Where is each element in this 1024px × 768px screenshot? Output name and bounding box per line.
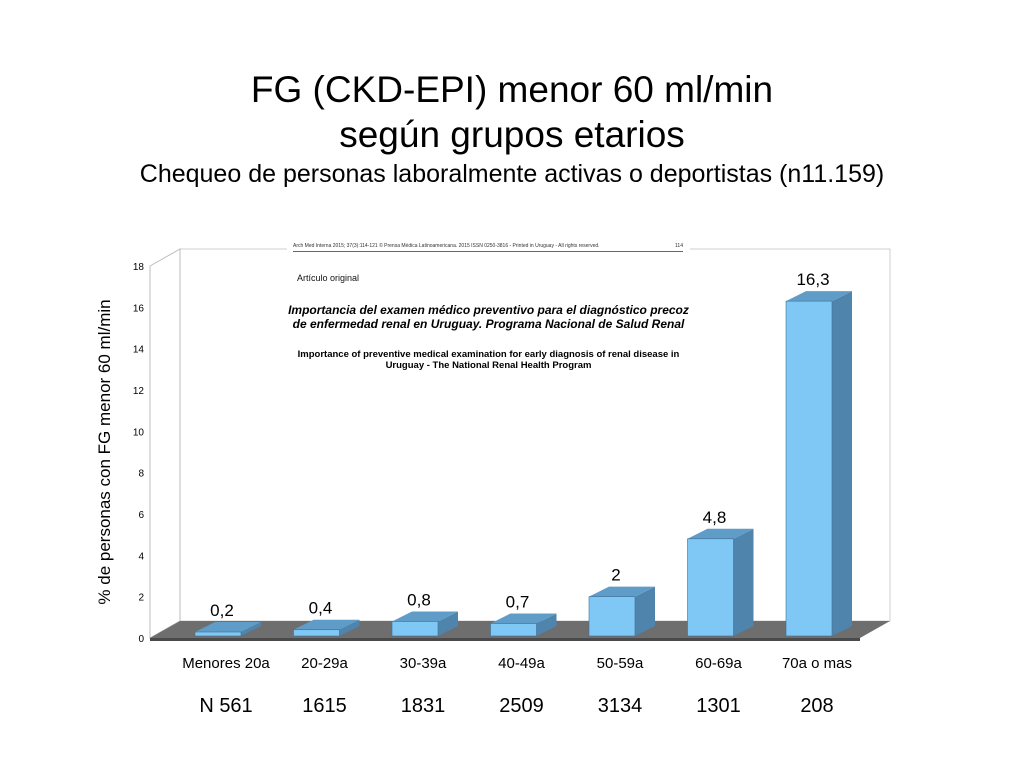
data-label: 4,8 bbox=[703, 508, 727, 527]
bar-top bbox=[687, 528, 754, 539]
article-type: Artículo original bbox=[297, 273, 360, 283]
data-label: 0,7 bbox=[506, 593, 530, 612]
chart-left-wall bbox=[149, 248, 181, 639]
y-tick-label: 16 bbox=[133, 303, 145, 314]
bar-side bbox=[339, 619, 360, 636]
n-label: 1301 bbox=[696, 695, 741, 717]
article-title-es: Importancia del examen médico preventivo… bbox=[288, 303, 689, 331]
x-tick-label: 70a o mas bbox=[782, 655, 852, 672]
bar-top bbox=[195, 622, 261, 632]
y-tick-label: 14 bbox=[133, 345, 145, 356]
x-tick-label: 60-69a bbox=[695, 655, 742, 672]
bar bbox=[785, 300, 833, 637]
article-header: Arch Med Interna 2015; 37(3):114-121 © P… bbox=[293, 243, 683, 252]
bar-side bbox=[635, 586, 655, 636]
y-tick-label: 0 bbox=[138, 634, 144, 645]
data-label: 16,3 bbox=[796, 270, 829, 289]
bar bbox=[588, 596, 636, 637]
data-label: 2 bbox=[611, 566, 620, 585]
chart-floor-edge bbox=[150, 638, 860, 641]
bar-top bbox=[293, 619, 360, 630]
y-axis-label: % de personas con FG menor 60 ml/min bbox=[95, 299, 114, 604]
bar bbox=[687, 538, 734, 637]
n-label: 208 bbox=[800, 695, 833, 717]
bar-side bbox=[832, 291, 852, 636]
y-tick-label: 6 bbox=[138, 510, 144, 521]
y-tick-label: 18 bbox=[133, 262, 145, 273]
chart-title-line2: según grupos etarios bbox=[339, 114, 685, 155]
data-label: 0,2 bbox=[210, 601, 234, 620]
bar bbox=[293, 629, 340, 637]
chart-subtitle: Chequeo de personas laboralmente activas… bbox=[139, 160, 885, 188]
article-page-number: 114 bbox=[675, 243, 683, 249]
x-tick-label: 20-29a bbox=[301, 655, 348, 672]
bar bbox=[490, 623, 537, 637]
bar-side bbox=[733, 528, 754, 636]
n-label: 3134 bbox=[598, 695, 643, 717]
bar-top bbox=[392, 611, 458, 622]
data-label: 0,8 bbox=[407, 590, 431, 609]
n-label: 1831 bbox=[401, 695, 446, 717]
n-label: 2509 bbox=[499, 695, 544, 717]
bar-side bbox=[438, 611, 458, 636]
y-tick-label: 12 bbox=[133, 386, 145, 397]
bar bbox=[391, 621, 439, 637]
article-inset: Arch Med Interna 2015; 37(3):114-121 © P… bbox=[287, 241, 690, 381]
bar bbox=[194, 631, 242, 637]
y-tick-label: 4 bbox=[138, 551, 144, 562]
bar-side bbox=[536, 613, 557, 636]
x-tick-label: Menores 20a bbox=[182, 655, 270, 672]
x-tick-label: 30-39a bbox=[400, 655, 447, 672]
x-tick-label: 40-49a bbox=[498, 655, 545, 672]
bar-side bbox=[241, 622, 261, 636]
n-label: N 561 bbox=[199, 695, 252, 717]
bar-top bbox=[490, 613, 557, 624]
bar-top bbox=[786, 291, 852, 302]
article-title-en: Importance of preventive medical examina… bbox=[297, 349, 680, 371]
y-tick-label: 10 bbox=[133, 427, 145, 438]
n-label: 1615 bbox=[302, 695, 347, 717]
chart-title-line1: FG (CKD-EPI) menor 60 ml/min bbox=[250, 69, 774, 110]
data-label: 0,4 bbox=[309, 599, 333, 618]
y-tick-label: 2 bbox=[138, 593, 144, 604]
x-tick-label: 50-59a bbox=[597, 655, 644, 672]
bar-top bbox=[589, 586, 655, 597]
y-tick-label: 8 bbox=[138, 469, 144, 480]
article-citation: Arch Med Interna 2015; 37(3):114-121 © P… bbox=[293, 243, 600, 249]
